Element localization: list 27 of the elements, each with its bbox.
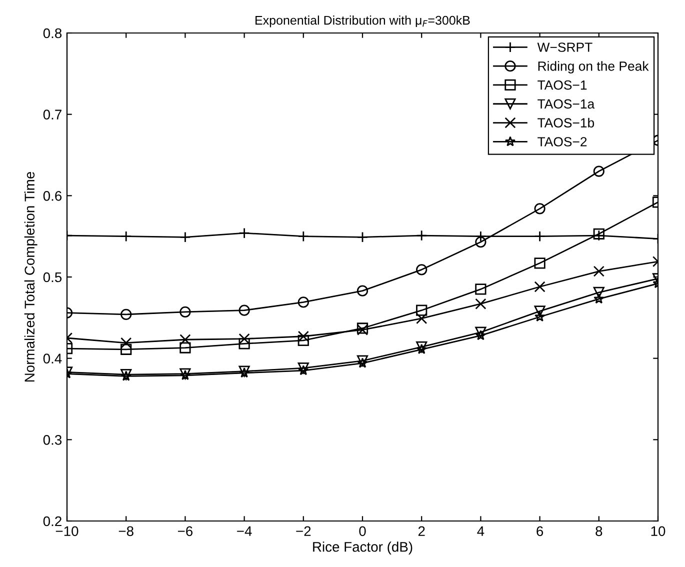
y-tick-label: 0.2 xyxy=(43,516,62,526)
legend-label: TAOS−1 xyxy=(538,80,587,90)
y-axis-title: Normalized Total Completion Time xyxy=(24,172,38,382)
x-tick-label: −6 xyxy=(178,526,193,536)
y-tick-label: 0.4 xyxy=(43,354,62,364)
x-tick-label: 10 xyxy=(651,526,666,536)
legend-label: W−SRPT xyxy=(537,42,592,52)
x-tick-label: −4 xyxy=(237,526,252,536)
chart-title: Exponential Distribution with μ$_{F}$=300kB xyxy=(256,16,470,28)
x-axis-title: Rice Factor (dB) xyxy=(313,542,412,555)
y-tick-label: 0.6 xyxy=(43,191,62,201)
x-tick-label: 0 xyxy=(359,526,366,536)
x-tick-label: 8 xyxy=(596,526,602,536)
x-tick-label: 4 xyxy=(477,526,484,536)
legend-label: TAOS−2 xyxy=(538,137,587,146)
x-tick-label: −8 xyxy=(118,526,134,536)
legend-label: TAOS−1b xyxy=(538,118,594,128)
y-tick-label: 0.7 xyxy=(43,110,62,120)
x-tick-label: −2 xyxy=(296,526,311,536)
x-tick-label: 2 xyxy=(418,526,425,536)
y-tick-label: 0.8 xyxy=(43,28,62,38)
x-tick-label: −10 xyxy=(56,526,78,536)
y-tick-label: 0.5 xyxy=(43,272,62,282)
y-tick-label: 0.3 xyxy=(43,435,62,445)
legend-label: Riding on the Peak xyxy=(538,61,649,74)
x-tick-label: 6 xyxy=(536,526,544,536)
legend-label: TAOS−1a xyxy=(538,99,595,109)
